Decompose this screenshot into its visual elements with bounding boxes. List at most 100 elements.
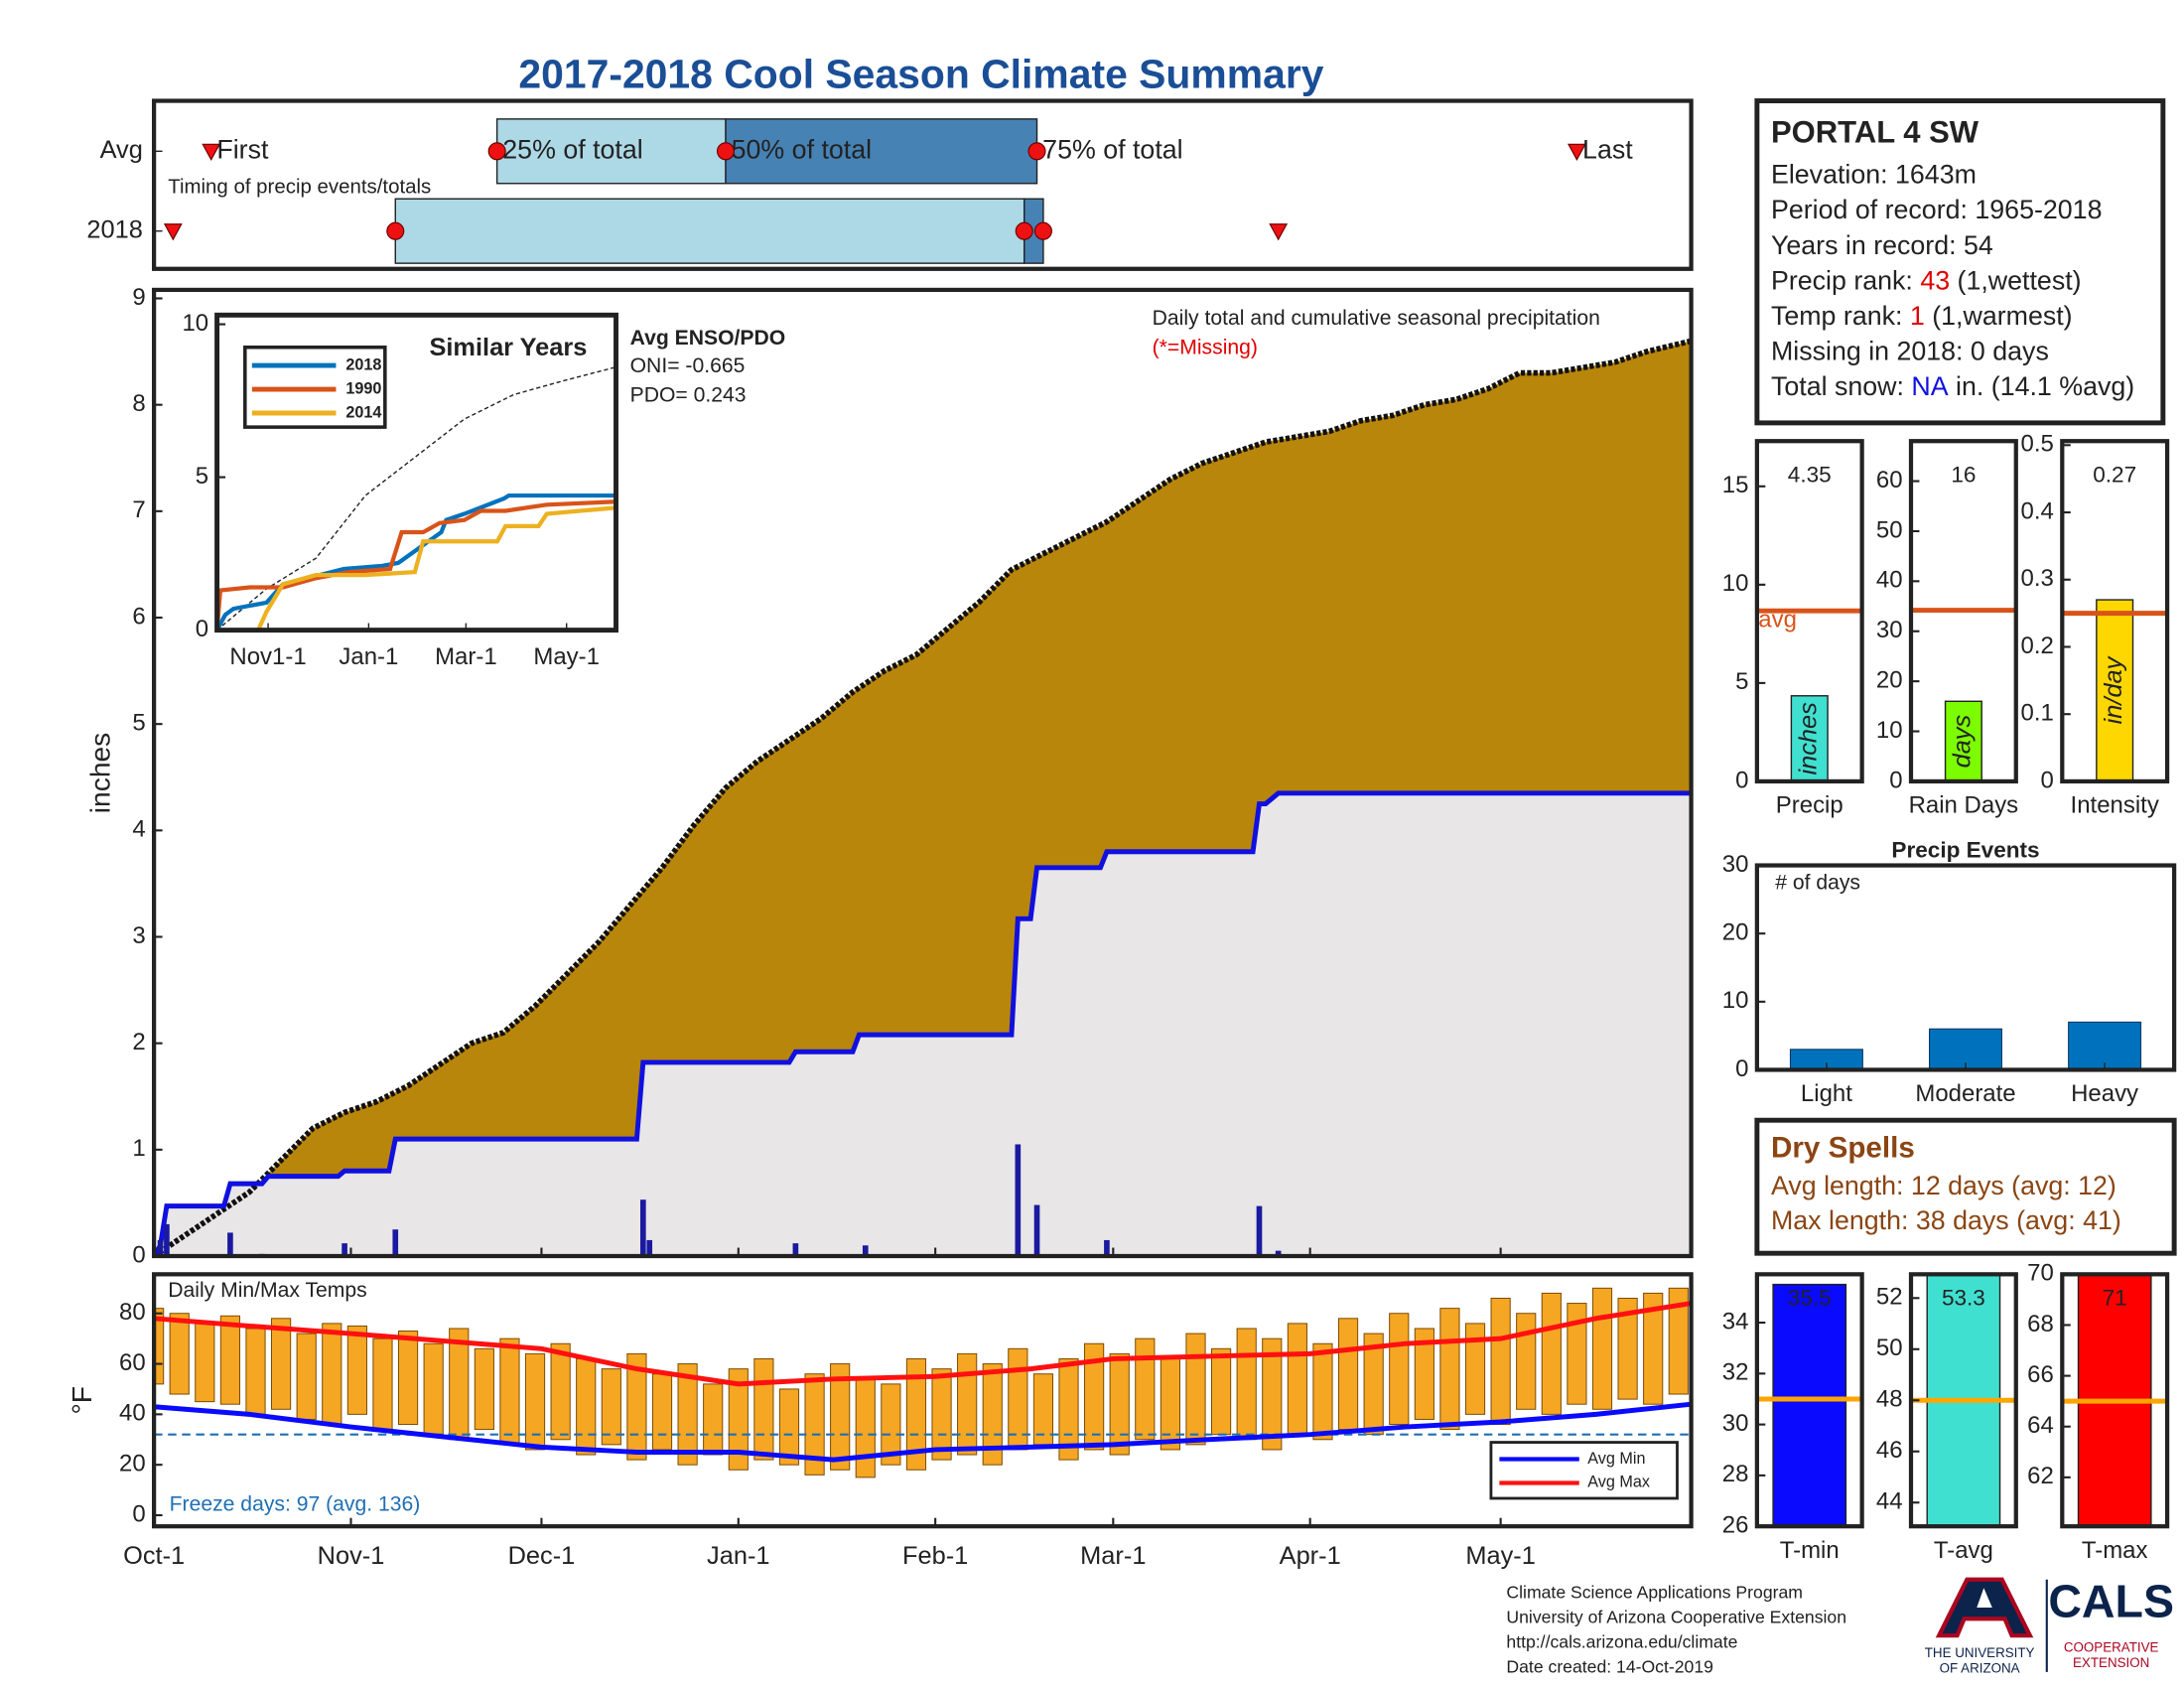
temp-range-bar: [677, 1363, 698, 1466]
temp-range-bar: [169, 1313, 190, 1395]
y-tick-label: 3: [132, 922, 145, 949]
x-tick-label: Mar-1: [435, 643, 497, 670]
value-label: 16: [1951, 462, 1976, 487]
dry-spells-line: Max length: 38 days (avg: 41): [1771, 1205, 2121, 1235]
x-tick-label: Apr-1: [1280, 1542, 1341, 1570]
inset-title: Similar Years: [429, 334, 587, 361]
y-tick-label: 30: [1876, 617, 1903, 643]
panel-title: Precip Events: [1891, 837, 2039, 862]
panel-title: Daily Min/Max Temps: [168, 1279, 367, 1302]
y-tick-label: 50: [1876, 1335, 1903, 1361]
y-tick-label: 20: [1722, 919, 1749, 946]
y-tick-label: 60: [119, 1349, 146, 1376]
frame: [152, 98, 1694, 271]
y-tick-label: 1: [132, 1135, 145, 1162]
y-tick-label: 10: [1722, 987, 1749, 1014]
daily-precip-bar: [164, 1223, 170, 1257]
y-tick-label: 80: [119, 1299, 146, 1326]
temp-range-bar: [271, 1318, 292, 1410]
temp-range-bar: [1211, 1347, 1232, 1436]
station-text: (1,warmest): [1925, 301, 2073, 331]
temp-range-bar: [195, 1323, 215, 1403]
series-line: [216, 499, 616, 631]
logo-mark: [1935, 1577, 2048, 1672]
y-tick-label: 68: [2027, 1311, 2054, 1337]
daily-precip-bar: [792, 1243, 799, 1257]
timing-label: 75% of total: [1042, 134, 1182, 164]
y-tick-label: 2: [132, 1029, 145, 1055]
annotation: # of days: [1775, 871, 1860, 894]
y-tick-label: 0.1: [2021, 700, 2054, 727]
y-axis-label: inches: [83, 733, 115, 813]
temp-range-bar: [931, 1368, 952, 1461]
y-tick-label: 0.2: [2021, 633, 2054, 659]
value-label: 0.27: [2093, 462, 2136, 487]
x-tick-label: Moderate: [1915, 1080, 2015, 1107]
temp-range-bar: [1337, 1318, 1359, 1431]
daily-precip-bar: [1275, 1250, 1282, 1257]
value-label: 4.35: [1788, 462, 1832, 487]
y-tick-label: 46: [1876, 1437, 1903, 1464]
station-line: Years in record: 54: [1771, 230, 1993, 260]
series-line: [154, 790, 1692, 1257]
daily-precip-bar: [640, 1199, 646, 1257]
y-tick-label: 0: [132, 1500, 145, 1527]
legend-label: 1990: [345, 379, 381, 397]
frame: [1908, 439, 2018, 784]
temp-range-bar: [423, 1342, 444, 1436]
event-marker: [1568, 143, 1586, 161]
temp-range-bar: [1643, 1292, 1664, 1405]
y-tick-label: 20: [119, 1451, 146, 1477]
timing-label: 50% of total: [732, 134, 872, 164]
y-axis-label: °F: [66, 1386, 97, 1415]
y-tick-label: 5: [1735, 668, 1748, 695]
station-text: Temp rank:: [1771, 301, 1910, 331]
y-tick-label: 66: [2027, 1361, 2054, 1388]
temp-range-bar: [1490, 1297, 1511, 1426]
enso-line: PDO= 0.243: [630, 384, 747, 407]
temp-range-bar: [1312, 1342, 1333, 1441]
frame: [2060, 439, 2170, 784]
station-line: Total snow: NA in. (14.1 %avg): [1771, 371, 2134, 401]
y-tick-label: 0: [2041, 767, 2054, 793]
y-tick-label: 10: [1722, 570, 1749, 597]
temp-range-bar: [154, 1308, 165, 1385]
temp-range-bar: [1389, 1313, 1410, 1426]
legend-box: [1489, 1441, 1679, 1500]
series-line: [154, 1401, 1692, 1463]
station-name: PORTAL 4 SW: [1771, 115, 1979, 150]
annotation: (*=Missing): [1153, 337, 1258, 359]
temp-range-bar: [830, 1363, 851, 1471]
temp-range-bar: [576, 1357, 597, 1456]
temp-range-bar: [601, 1368, 621, 1446]
station-text: NA: [1911, 371, 1948, 401]
frame: [2060, 1272, 2170, 1529]
plot-area: [154, 338, 1692, 1257]
y-tick-label: 30: [1722, 1410, 1749, 1437]
temp-range-bar: [1058, 1357, 1079, 1461]
temp-range-bar: [1414, 1328, 1434, 1420]
series-line: [216, 492, 616, 631]
series-line: [216, 366, 616, 631]
logo-text: OF ARIZONA: [1940, 1661, 2020, 1676]
temp-range-bar: [651, 1373, 673, 1451]
value-label: 53.3: [1942, 1286, 1985, 1311]
x-tick-label: Nov1-1: [229, 643, 306, 670]
daily-precip-bar: [157, 1239, 164, 1257]
temp-range-bar: [1236, 1328, 1257, 1441]
y-tick-label: 6: [132, 603, 145, 630]
temp-range-bar: [474, 1347, 494, 1431]
avg-label: avg: [1758, 606, 1797, 633]
daily-precip-bar: [1256, 1205, 1263, 1257]
frame: [1754, 439, 1864, 784]
station-text: Period of record: 1965-2018: [1771, 195, 2103, 224]
summary-bar: [1944, 700, 1982, 782]
footer-line: Date created: 14-Oct-2019: [1506, 1656, 1713, 1676]
logo-text: EXTENSION: [2073, 1655, 2149, 1670]
frame: [1754, 863, 2177, 1072]
y-tick-label: 44: [1876, 1488, 1903, 1515]
station-line: Temp rank: 1 (1,warmest): [1771, 301, 2073, 331]
percentile-marker: [1015, 221, 1033, 240]
temp-range-bar: [1185, 1333, 1206, 1446]
y-tick-label: 0: [1735, 1055, 1748, 1082]
